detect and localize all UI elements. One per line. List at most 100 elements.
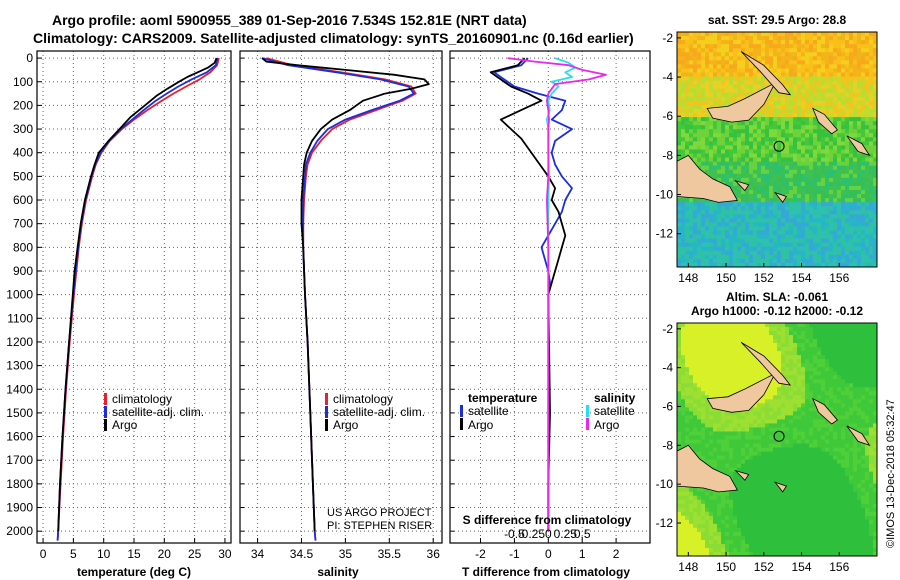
- map-cell: [797, 439, 802, 445]
- map-cell: [737, 335, 742, 340]
- map-cell: [781, 455, 786, 461]
- map-cell: [777, 331, 782, 336]
- map-cell: [857, 44, 862, 49]
- legend-climatology-label: climatology: [112, 392, 172, 406]
- map-cell: [825, 250, 830, 256]
- map-cell: [817, 238, 822, 244]
- map-cell: [709, 351, 714, 356]
- map-cell: [873, 181, 877, 187]
- map-cell: [853, 32, 858, 37]
- map-cell: [849, 258, 854, 264]
- map-cell: [813, 60, 818, 66]
- map-cell: [681, 84, 686, 90]
- map-cell: [697, 230, 702, 236]
- map-cell: [865, 141, 870, 147]
- map-cell: [689, 415, 694, 421]
- map-cell: [841, 52, 846, 57]
- map-cell: [861, 104, 866, 110]
- map-cell: [869, 100, 874, 106]
- map-cell: [841, 190, 846, 195]
- map-cell: [757, 443, 762, 449]
- map-cell: [821, 447, 826, 453]
- map-cell: [833, 218, 838, 224]
- map-cell: [757, 339, 762, 344]
- map-cell: [737, 439, 742, 445]
- map-cell: [697, 351, 702, 356]
- map-cell: [753, 72, 758, 78]
- map-cell: [825, 113, 830, 118]
- map-cell: [869, 371, 874, 376]
- map-cell: [729, 141, 734, 147]
- map-cell: [705, 64, 710, 70]
- map-cell: [869, 64, 874, 70]
- map-cell: [677, 64, 682, 70]
- map-cell: [697, 262, 702, 267]
- map-cell: [693, 250, 698, 256]
- map-cell: [765, 198, 770, 203]
- map-cell: [861, 68, 866, 74]
- map-cell: [777, 419, 782, 425]
- x2-tick-label: -0.25: [518, 527, 546, 541]
- map-cell: [761, 133, 766, 138]
- map-cell: [697, 206, 702, 211]
- map-cell: [789, 72, 794, 78]
- map-cell: [737, 435, 742, 441]
- map-cell: [705, 44, 710, 49]
- map-cell: [841, 161, 846, 167]
- map-cell: [745, 121, 750, 126]
- map-cell: [809, 355, 814, 360]
- map-cell: [729, 60, 734, 66]
- map-cell: [845, 379, 850, 384]
- map-cell: [797, 427, 802, 433]
- map-cell: [845, 399, 850, 404]
- map-cell: [753, 161, 758, 167]
- map-cell: [861, 177, 866, 183]
- map-cell: [797, 395, 802, 400]
- map-cell: [869, 339, 874, 344]
- map-cell: [729, 36, 734, 41]
- map-cell: [725, 125, 730, 130]
- legend-s-argo-label: Argo: [594, 418, 620, 432]
- map-cell: [773, 177, 778, 183]
- map-cell: [821, 258, 826, 264]
- map-cell: [737, 32, 742, 37]
- map-cell: [689, 254, 694, 260]
- map-cell: [821, 177, 826, 183]
- map-cell: [741, 218, 746, 224]
- map-cell: [841, 339, 846, 344]
- map-cell: [785, 117, 790, 122]
- map-cell: [717, 435, 722, 441]
- map-cell: [813, 351, 818, 356]
- map-cell: [797, 60, 802, 66]
- map-cell: [849, 351, 854, 356]
- map-cell: [749, 80, 754, 86]
- map-cell: [717, 88, 722, 94]
- map-cell: [825, 451, 830, 457]
- map-cell: [705, 149, 710, 155]
- map-cell: [761, 181, 766, 187]
- map-cell: [805, 206, 810, 211]
- map-cell: [685, 198, 690, 203]
- map-cell: [857, 133, 862, 138]
- map-cell: [737, 149, 742, 155]
- map-cell: [821, 32, 826, 37]
- map-cell: [801, 169, 806, 175]
- map-cell: [781, 403, 786, 408]
- map-cell: [793, 108, 798, 114]
- map-cell: [765, 137, 770, 142]
- map-cell: [857, 206, 862, 211]
- map-cell: [861, 36, 866, 41]
- map-cell: [745, 347, 750, 352]
- map-cell: [761, 423, 766, 429]
- map-cell: [821, 202, 826, 207]
- map-cell: [805, 121, 810, 126]
- map-cell: [689, 44, 694, 49]
- map-cell: [773, 185, 778, 191]
- map-cell: [865, 238, 870, 244]
- map-cell: [689, 141, 694, 147]
- map-cell: [709, 323, 714, 328]
- map-cell: [685, 383, 690, 388]
- map-cell: [817, 88, 822, 94]
- map-cell: [769, 238, 774, 244]
- map-cell: [693, 117, 698, 122]
